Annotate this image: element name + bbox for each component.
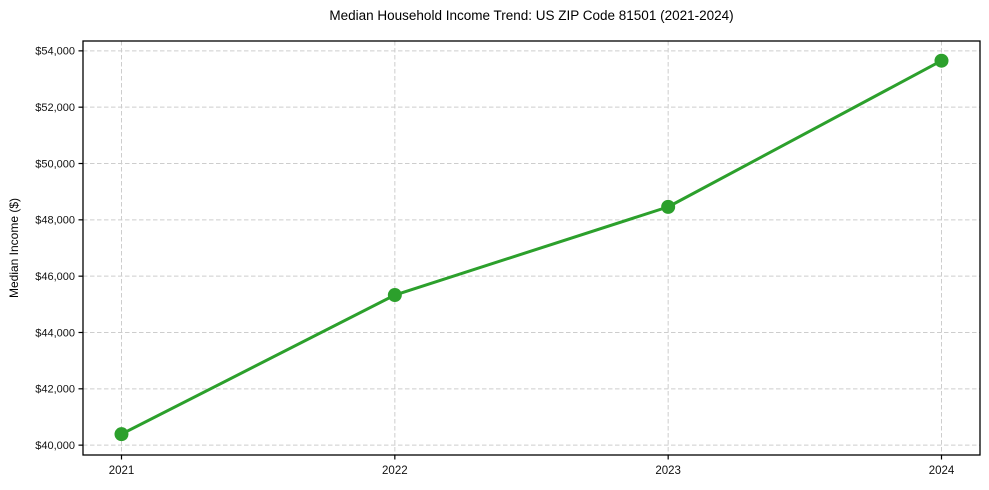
axes-spines — [82, 40, 981, 456]
y-tick-label: $46,000 — [35, 271, 75, 283]
data-point-marker — [387, 288, 402, 303]
y-tick-label: $52,000 — [35, 102, 75, 114]
x-tick-label: 2021 — [109, 465, 135, 477]
y-tick-label: $40,000 — [35, 440, 75, 452]
data-point-marker — [934, 53, 949, 68]
data-point-marker — [661, 199, 676, 214]
y-tick-label: $48,000 — [35, 215, 75, 227]
x-tick-label: 2023 — [655, 465, 681, 477]
y-tick-label: $44,000 — [35, 327, 75, 339]
data-point-marker — [114, 427, 129, 442]
y-tick-label: $50,000 — [35, 158, 75, 170]
y-tick-label: $42,000 — [35, 384, 75, 396]
chart-title: Median Household Income Trend: US ZIP Co… — [329, 8, 734, 23]
trend-line — [120, 59, 943, 436]
y-tick-label: $54,000 — [35, 46, 75, 58]
x-tick-label: 2024 — [929, 465, 955, 477]
x-tick-label: 2022 — [382, 465, 408, 477]
